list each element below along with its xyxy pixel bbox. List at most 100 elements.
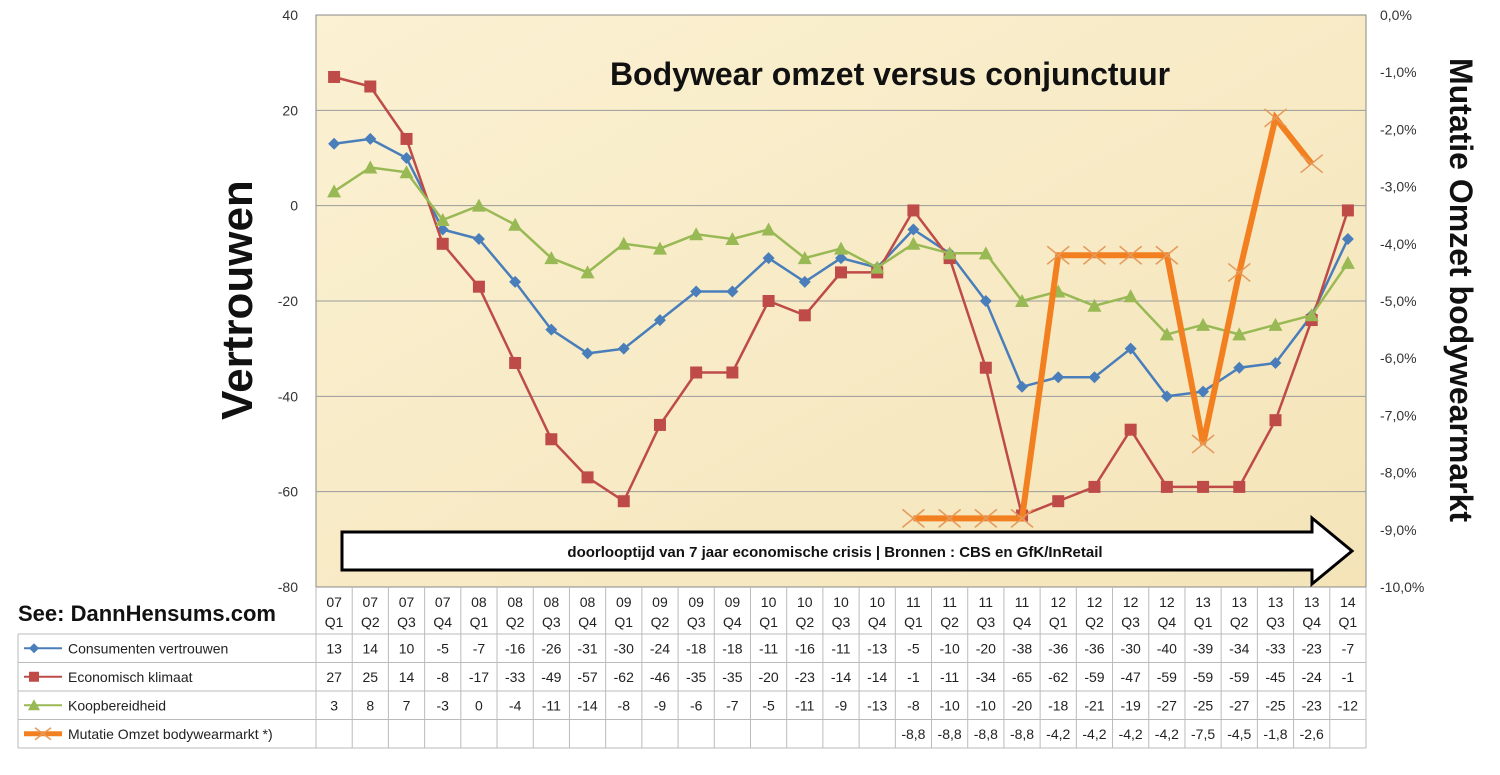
table-cell-value: -9 [654, 697, 667, 713]
series-0-point [798, 275, 811, 288]
series-1-point [1052, 495, 1065, 508]
table-cell-value: -8,8 [1010, 726, 1034, 742]
table-cell-value: 14 [363, 640, 379, 656]
series-1-point [400, 132, 413, 145]
category-quarter-label: Q1 [1194, 614, 1213, 630]
table-cell-value: -46 [650, 669, 670, 685]
category-quarter-label: Q4 [578, 614, 597, 630]
category-year-label: 10 [833, 594, 849, 610]
right-tick-label: -8,0% [1380, 465, 1417, 481]
series-2-point [652, 241, 667, 255]
legend-label: Mutatie Omzet bodywearmarkt *) [68, 726, 273, 742]
table-cell-value: -5 [762, 697, 775, 713]
category-quarter-label: Q3 [397, 614, 416, 630]
series-2-point [363, 160, 378, 174]
series-0-point [1124, 342, 1137, 355]
table-cell-value: -7 [726, 697, 739, 713]
table-cell-value: -57 [577, 669, 597, 685]
series-3-point [1119, 245, 1143, 265]
table-cell-value: -59 [1084, 669, 1104, 685]
series-0-point [581, 347, 594, 360]
table-cell-value: 14 [399, 669, 415, 685]
table-cell-value: -8 [618, 697, 631, 713]
category-quarter-label: Q1 [470, 614, 489, 630]
table-cell-value: -35 [722, 669, 742, 685]
table-cell-value: -19 [1121, 697, 1141, 713]
category-quarter-label: Q3 [832, 614, 851, 630]
series-2-point [327, 184, 342, 198]
series-2-point [761, 222, 776, 236]
series-2-point [435, 212, 450, 226]
table-cell-value: -27 [1229, 697, 1249, 713]
table-cell-value: -30 [1121, 640, 1141, 656]
table-cell-value: -25 [1265, 697, 1285, 713]
right-tick-label: -5,0% [1380, 293, 1417, 309]
category-year-label: 12 [1159, 594, 1175, 610]
series-1-point [726, 366, 739, 379]
category-quarter-label: Q3 [1121, 614, 1140, 630]
site-label: See: DannHensums.com [18, 601, 276, 626]
category-year-label: 10 [761, 594, 777, 610]
legend-marker [29, 643, 39, 654]
series-3-point [1264, 108, 1287, 128]
series-0-point [907, 223, 920, 236]
table-cell-value: -38 [1012, 640, 1032, 656]
right-tick-label: -1,0% [1380, 64, 1417, 80]
series-0-point [509, 275, 522, 288]
right-tick-label: -3,0% [1380, 179, 1417, 195]
category-year-label: 08 [471, 594, 487, 610]
series-2-point [1340, 255, 1355, 269]
series-3-point [1300, 154, 1324, 174]
table-cell-value: -4 [509, 697, 522, 713]
right-tick-label: 0,0% [1380, 7, 1412, 23]
table-cell-value: -11 [940, 669, 959, 685]
legend-marker [28, 699, 40, 711]
table-cell-value: -6 [690, 697, 703, 713]
series-2-point [399, 165, 414, 179]
legend-marker [29, 671, 39, 682]
series-2-point [471, 198, 486, 212]
series-2-point [1304, 308, 1319, 322]
category-quarter-label: Q1 [1339, 614, 1358, 630]
right-tick-label: -2,0% [1380, 121, 1417, 137]
table-cell-value: -34 [976, 669, 996, 685]
table-cell-value: -10 [940, 697, 960, 713]
legend-entry-0: Consumenten vertrouwen [24, 640, 228, 656]
table-cell-value: -4,2 [1119, 726, 1143, 742]
series-0-point [328, 137, 341, 150]
series-0-point [690, 285, 703, 298]
category-year-label: 12 [1087, 594, 1103, 610]
left-tick-label: -40 [278, 388, 298, 404]
category-quarter-label: Q1 [325, 614, 344, 630]
table-cell-value: -5 [436, 640, 449, 656]
table-cell-value: -7 [1342, 640, 1355, 656]
table-cell-value: -33 [505, 669, 525, 685]
series-0-point [1269, 356, 1282, 369]
series-0-point [1052, 371, 1065, 384]
table-cell-value: -40 [1157, 640, 1177, 656]
right-tick-label: -4,0% [1380, 236, 1417, 252]
table-cell-value: -7,5 [1191, 726, 1215, 742]
table-cell-value: -59 [1193, 669, 1213, 685]
table-cell-value: -17 [469, 669, 489, 685]
category-quarter-label: Q4 [1158, 614, 1177, 630]
category-year-label: 09 [616, 594, 632, 610]
series-2-point [1123, 289, 1138, 303]
table-cell-value: -24 [650, 640, 670, 656]
category-year-label: 13 [1268, 594, 1284, 610]
category-year-label: 10 [869, 594, 885, 610]
series-1-point [835, 266, 847, 279]
series-1-point [509, 356, 522, 369]
category-quarter-label: Q3 [976, 614, 995, 630]
category-quarter-label: Q4 [723, 614, 742, 630]
table-cell-value: 3 [330, 697, 338, 713]
category-year-label: 07 [326, 594, 342, 610]
table-cell-value: -12 [1338, 697, 1358, 713]
category-year-label: 10 [797, 594, 813, 610]
series-1-point [472, 280, 485, 293]
series-2-point [616, 236, 631, 250]
series-2-point [1232, 327, 1247, 341]
category-year-label: 07 [399, 594, 415, 610]
left-tick-label: -20 [278, 293, 298, 309]
